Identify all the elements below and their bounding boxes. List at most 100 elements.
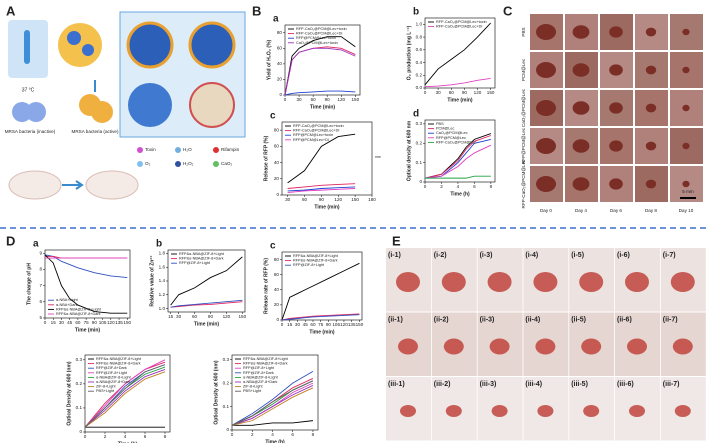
legend-label: ZIF-8+Light	[243, 385, 263, 389]
legend-label: RFP&α-NBA@ZIF-8+Light	[243, 357, 289, 361]
legend-label: α-NBA@ZIF-8+Dark	[96, 380, 131, 384]
y-tick-label: 1.0	[416, 22, 423, 27]
subpanel-label: b	[156, 239, 162, 250]
legend-label: RFP-CaO₂@PCM@Lec	[436, 140, 477, 144]
legend-label: RFP&α-NBA@ZIF-8+Light	[293, 254, 339, 258]
x-tick-label: 8	[312, 432, 315, 437]
wound	[625, 272, 649, 292]
wound	[609, 64, 623, 76]
y-tick-label: 0.8	[416, 34, 423, 39]
y-axis-label: Optical Density at 600 (nm)	[213, 360, 219, 425]
wound	[572, 63, 590, 77]
legend-label: RFP-CaO₂@PCM@Lec+toxin	[296, 27, 347, 31]
x-tick-label: 45	[67, 320, 73, 325]
wound	[609, 178, 623, 190]
y-tick-label: 80	[274, 127, 280, 132]
x-tick-label: 90	[325, 97, 331, 102]
wound	[645, 141, 657, 151]
wound	[443, 338, 464, 355]
y-tick-label: 0.2	[416, 72, 423, 77]
wound	[535, 338, 556, 355]
plot-frame	[281, 121, 373, 196]
x-tick-label: 0	[281, 322, 284, 327]
legend-label: RFP-CaO₂@PCM@Lec+toxin	[436, 20, 487, 24]
y-tick-label: 8	[39, 267, 42, 272]
particle	[58, 23, 102, 67]
bacteria	[91, 101, 113, 123]
data-line	[170, 256, 243, 306]
x-tick-label: 135	[348, 322, 356, 327]
x-tick-label: 15	[168, 314, 174, 319]
data-line	[170, 299, 243, 308]
y-tick-label: 40	[277, 61, 283, 66]
day-label: Day 6	[610, 208, 622, 213]
wound	[533, 272, 558, 292]
data-line	[287, 188, 356, 194]
x-axis-label: Time (min)	[447, 97, 473, 103]
x-tick-label: 45	[303, 322, 309, 327]
nanoparticle	[189, 82, 235, 128]
legend-label: PBS+Light	[96, 389, 115, 393]
y-tick-label: 60	[277, 46, 283, 51]
x-tick-label: 30	[176, 314, 182, 319]
x-tick-label: 105	[99, 320, 107, 325]
plot-frame	[424, 119, 496, 183]
photo-label: (iii-2)	[434, 381, 451, 388]
wound	[536, 100, 556, 116]
y-tick-label: 0.2	[416, 140, 423, 145]
wound	[670, 272, 695, 292]
y-tick-label: 40	[274, 160, 280, 165]
wound	[645, 103, 657, 113]
y-axis-label: Optical density at 600 nm	[406, 120, 412, 181]
y-tick-label: 0.3	[76, 357, 83, 362]
x-axis-label: Time (h)	[265, 439, 285, 443]
x-axis-label: Time (h)	[118, 441, 138, 443]
x-tick-label: 120	[474, 90, 482, 95]
subpanel-label: c	[270, 241, 276, 252]
photo-label: (i-1)	[388, 252, 401, 259]
y-tick-label: 1.0	[159, 306, 166, 311]
photo-label: (iii-1)	[388, 381, 405, 388]
wound	[682, 66, 690, 74]
x-tick-label: 0	[424, 184, 427, 189]
legend-label: α-NBA+Light	[56, 298, 79, 302]
y-axis-label: Relative value of Zn²⁺	[149, 255, 155, 307]
wound	[682, 28, 690, 36]
wound	[629, 405, 645, 417]
data-line	[44, 254, 128, 314]
y-tick-label: 5	[39, 315, 42, 320]
legend-icon	[137, 147, 143, 153]
x-tick-label: 150	[351, 197, 359, 202]
data-line	[424, 135, 492, 179]
row-label: PCM@Lec	[521, 58, 526, 81]
x-tick-label: 135	[115, 320, 123, 325]
plot-frame	[281, 251, 363, 321]
y-tick-label: 60	[274, 144, 280, 149]
photo-label: (ii-2)	[434, 316, 449, 323]
y-tick-label: 1.4	[159, 278, 166, 283]
legend-label: RFP&α-NBA@ZIF-8+Dark	[179, 257, 224, 261]
wound	[682, 180, 690, 188]
legend-label: RFP@PCM@Lec+toxin	[293, 133, 333, 137]
subpanel-label: a	[273, 14, 279, 25]
wound	[536, 24, 556, 40]
data-line	[281, 313, 360, 321]
x-tick-label: 6	[291, 432, 294, 437]
day-label: Day 0	[540, 208, 552, 213]
y-tick-label: 0	[279, 92, 282, 97]
data-line	[287, 183, 356, 189]
y-axis-label: Release rate of RFP (%)	[263, 258, 269, 314]
day-label: Day 10	[679, 208, 694, 213]
x-tick-label: 60	[302, 197, 308, 202]
x-tick-label: 30	[436, 90, 442, 95]
x-tick-label: 180	[368, 197, 376, 202]
x-tick-label: 90	[208, 314, 214, 319]
data-line	[170, 301, 243, 308]
legend-icon	[175, 161, 181, 167]
photo-label: (i-2)	[434, 252, 447, 259]
legend-label: RFP&α-NBA@ZIF-8+Light	[96, 357, 142, 361]
y-axis-label: Yield of H₂O₂ (%)	[266, 39, 272, 80]
legend-label: RFP@ZIF-8+Light	[293, 263, 325, 267]
caption: MRSA bacteria (active)	[72, 129, 119, 134]
